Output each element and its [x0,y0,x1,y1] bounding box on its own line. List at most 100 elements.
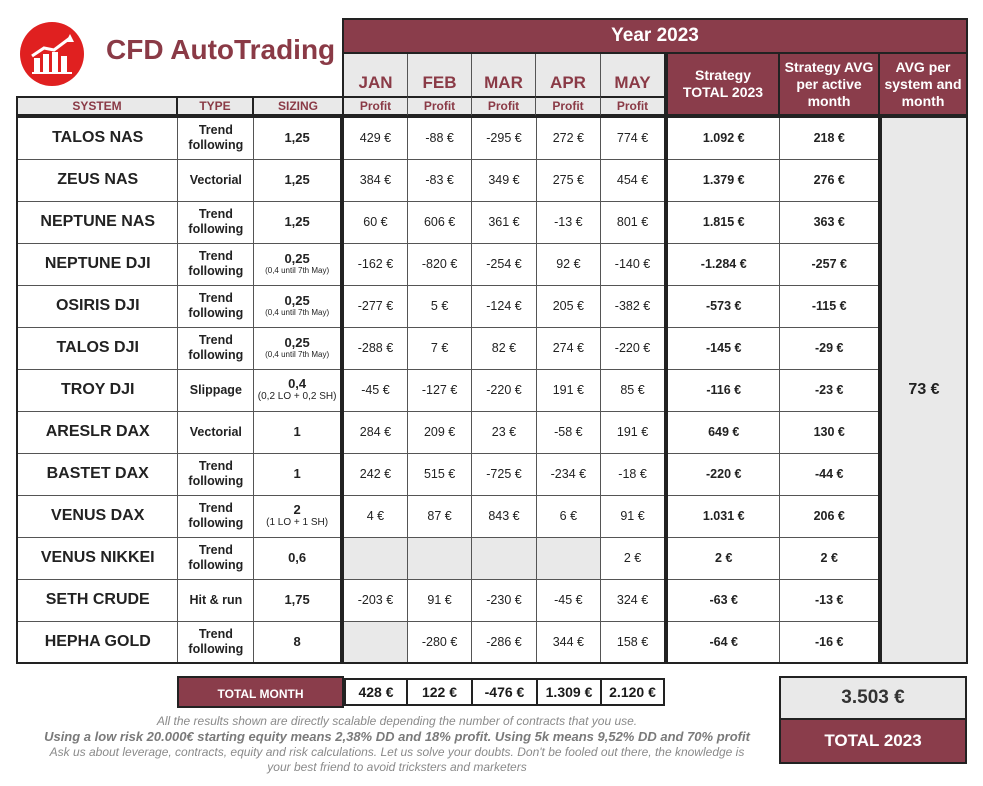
system-name: ZEUS NAS [16,158,179,202]
grand-total-box: 3.503 € TOTAL 2023 [779,676,967,764]
table-row: -203 €91 € -230 € -45 €324 € [342,578,666,622]
sizing-value: 1 [293,466,301,481]
system-sizing: 8 [253,620,342,664]
total-month-feb: 122 € [408,678,473,706]
strategy-total-cell: -145 € [666,326,781,370]
strategy-avg-cell: 218 € [779,116,880,160]
table-row: -220 € -44 € [666,452,880,496]
month-profit-cell: -220 € [600,326,666,370]
month-profit-cell [342,620,408,664]
profit-label-feb: Profit [408,96,472,116]
total-month-may: 2.120 € [602,678,665,706]
strategy-avg-cell: 2 € [779,536,880,580]
table-row: -162 € -820 € -254 €92 € -140 € [342,242,666,286]
table-row: -45 € -127 € -220 €191 €85 € [342,368,666,412]
sizing-value: 0,4 [288,376,307,391]
table-row: NEPTUNE DJI Trend following 0,25 (0,4 until… [16,242,342,286]
month-profit-cell: -88 € [406,116,473,160]
month-header-feb: FEB [408,54,472,98]
system-sizing: 1,25 [253,200,342,244]
table-row: BASTET DAX Trend following 1 [16,452,342,496]
month-header-may: MAY [601,54,666,98]
sizing-value: 1 [293,424,301,439]
month-profit-cell: 85 € [600,368,666,412]
system-type: Hit & run [177,578,255,622]
month-profit-cell: -725 € [471,452,537,496]
month-profit-cell: 384 € [342,158,408,202]
month-profit-cell: -295 € [471,116,537,160]
month-profit-cell: 4 € [342,494,408,538]
sizing-value: 0,6 [288,550,307,565]
strategy-total-cell: -220 € [666,452,781,496]
month-profit-cell: 272 € [535,116,602,160]
month-profit-cell [471,536,537,580]
system-name: TALOS NAS [16,116,179,160]
month-profit-cell: -382 € [600,284,666,328]
strategy-avg-cell: -16 € [779,620,880,664]
strategy-total-cell: 1.092 € [666,116,781,160]
table-row: VENUS DAX Trend following 2 (1 LO + 1 SH) [16,494,342,538]
avg-per-system-value: 73 € [880,116,968,664]
table-row: -277 €5 € -124 €205 € -382 € [342,284,666,328]
table-row: 242 €515 € -725 € -234 € -18 € [342,452,666,496]
system-type: Trend following [177,536,255,580]
footnote-line-4: your best friend to avoid tricksters and… [267,760,527,774]
month-header-jan: JAN [342,54,408,98]
month-profit-cell: 23 € [471,410,537,454]
month-profit-cell: 158 € [600,620,666,664]
system-sizing: 1,75 [253,578,342,622]
sizing-value: 1,25 [284,172,310,187]
table-row: ARESLR DAX Vectorial 1 [16,410,342,454]
system-sizing: 0,25 (0,4 until 7th May) [253,326,342,370]
table-row: -573 € -115 € [666,284,880,328]
avg-per-system-header: AVG per system and month [880,54,968,116]
type-column-header: TYPE [178,96,254,116]
profit-label-jan: Profit [342,96,408,116]
month-profit-cell: 429 € [342,116,408,160]
year-banner: Year 2023 [342,18,968,54]
strategy-total-cell: -63 € [666,578,781,622]
total-month-apr: 1.309 € [538,678,602,706]
system-sizing: 1,25 [253,158,342,202]
month-profit-cell: 91 € [406,578,473,622]
month-profit-cell [535,536,602,580]
table-row: 1.092 €218 € [666,116,880,160]
table-row: 1.379 €276 € [666,158,880,202]
system-name: VENUS NIKKEI [16,536,179,580]
footnote-line-1: All the results shown are directly scala… [156,714,638,728]
month-profit-cell: -18 € [600,452,666,496]
system-type: Trend following [177,452,255,496]
system-sizing: 0,4 (0,2 LO + 0,2 SH) [253,368,342,412]
table-row: 429 € -88 € -295 €272 €774 € [342,116,666,160]
month-profit-cell: -286 € [471,620,537,664]
sizing-value: 1,25 [284,214,310,229]
strategy-total-cell: -64 € [666,620,781,664]
strategy-total-cell: 1.815 € [666,200,781,244]
month-profit-cell: -280 € [406,620,473,664]
month-profit-cell: -220 € [471,368,537,412]
sizing-value: 0,25 [284,293,310,308]
sizing-note: (0,4 until 7th May) [265,350,330,359]
month-profit-cell: 606 € [406,200,473,244]
month-profit-cell: 87 € [406,494,473,538]
month-profit-cell: -45 € [342,368,408,412]
strategy-avg-cell: 363 € [779,200,880,244]
strategy-total-cell: 649 € [666,410,781,454]
table-row: 284 €209 €23 € -58 €191 € [342,410,666,454]
month-header-apr: APR [536,54,601,98]
month-profit-cell: -254 € [471,242,537,286]
strategy-avg-cell: 276 € [779,158,880,202]
system-sizing: 2 (1 LO + 1 SH) [253,494,342,538]
sizing-value: 1,75 [284,592,310,607]
table-row: VENUS NIKKEI Trend following 0,6 [16,536,342,580]
strategy-total-cell: -573 € [666,284,781,328]
month-profit-cell: 209 € [406,410,473,454]
total-month-jan: 428 € [344,678,408,706]
month-profit-cell: -83 € [406,158,473,202]
month-profit-cell: -127 € [406,368,473,412]
month-profit-cell: -162 € [342,242,408,286]
profit-label-mar: Profit [472,96,536,116]
month-profit-cell: 843 € [471,494,537,538]
system-sizing: 1 [253,452,342,496]
strategy-table: 1.092 €218 €1.379 €276 €1.815 €363 € -1.2… [666,116,880,664]
